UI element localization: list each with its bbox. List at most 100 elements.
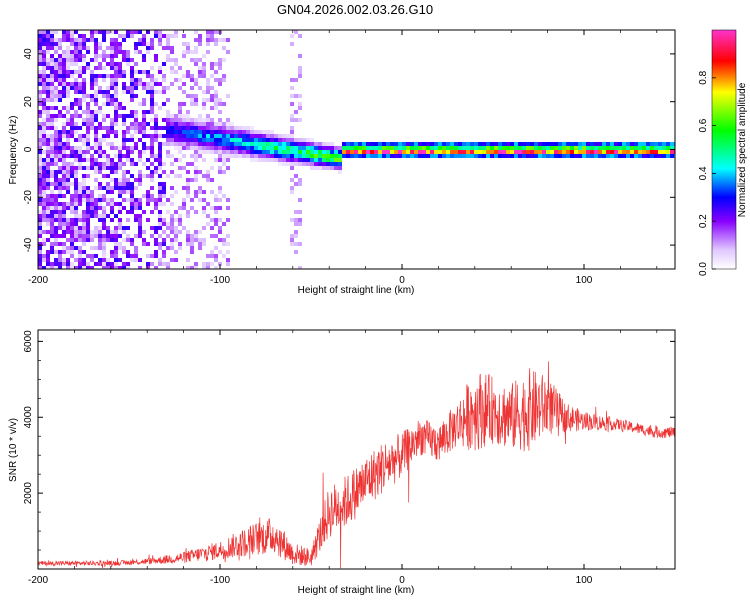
spectrogram-cell xyxy=(218,82,222,86)
spectrogram-cell xyxy=(114,266,118,269)
spectrogram-cell xyxy=(386,154,390,158)
spectrogram-cell xyxy=(46,166,50,170)
spectrogram-cell xyxy=(158,150,162,154)
spectrogram-cell xyxy=(122,114,126,118)
spectrogram-cell xyxy=(194,166,198,170)
spectrogram-cell xyxy=(514,150,518,154)
spectrogram-cell xyxy=(194,122,198,126)
spectrogram-cell xyxy=(58,78,62,82)
spectrogram-cell xyxy=(158,258,162,262)
spectrogram-cell xyxy=(190,122,194,126)
spectrogram-cell xyxy=(466,154,470,158)
spectrogram-cell xyxy=(66,202,70,206)
spectrogram-cell xyxy=(78,214,82,218)
spectrogram-cell xyxy=(94,150,98,154)
spectrogram-cell xyxy=(250,150,254,154)
spectrogram-cell xyxy=(214,126,218,130)
spectrogram-cell xyxy=(66,262,70,266)
spectrogram-cell xyxy=(154,54,158,58)
spectrogram-cell xyxy=(94,42,98,46)
spectrogram-cell xyxy=(70,114,74,118)
spectrogram-cell xyxy=(158,202,162,206)
spectrogram-cell xyxy=(150,46,154,50)
spectrogram-cell xyxy=(70,74,74,78)
spectrogram-cell xyxy=(238,130,242,134)
snr-y-tick-label: 4000 xyxy=(23,406,34,429)
spectrogram-cell xyxy=(70,150,74,154)
spectrogram-cell xyxy=(54,206,58,210)
spectrogram-cell xyxy=(70,250,74,254)
spectrogram-cell xyxy=(66,58,70,62)
spectrogram-cell xyxy=(242,126,246,130)
spectrogram-cell xyxy=(66,238,70,242)
spectrogram-cell xyxy=(142,114,146,118)
spectrogram-cell xyxy=(166,118,170,122)
spectrogram-cell xyxy=(134,250,138,254)
spectrogram-cell xyxy=(322,146,326,150)
spectrogram-cell xyxy=(130,210,134,214)
spectrogram-cell xyxy=(66,30,70,34)
snr-x-tick-label: 100 xyxy=(576,575,593,586)
spectrogram-cell xyxy=(170,138,174,142)
spectrogram-cell xyxy=(162,46,166,50)
spectrogram-cell xyxy=(170,246,174,250)
spectrogram-cell xyxy=(638,142,642,146)
spectrogram-cell xyxy=(110,94,114,98)
spectrogram-cell xyxy=(366,142,370,146)
spectrogram-cell xyxy=(374,150,378,154)
spectrogram-cell xyxy=(126,50,130,54)
spectrogram-cell xyxy=(162,186,166,190)
spectrogram-cell xyxy=(114,82,118,86)
spectrogram-cell xyxy=(598,142,602,146)
spectrogram-cell xyxy=(174,134,178,138)
spectrogram-cell xyxy=(110,30,114,34)
spectrogram-cell xyxy=(174,142,178,146)
spectrogram-cell xyxy=(146,122,150,126)
spectrogram-cell xyxy=(54,242,58,246)
spectrogram-cell xyxy=(130,146,134,150)
spectrogram-cell xyxy=(62,74,66,78)
spectrogram-cell xyxy=(54,214,58,218)
spectrogram-cell xyxy=(50,202,54,206)
spectrogram-cell xyxy=(138,182,142,186)
spectrogram-cell xyxy=(242,154,246,158)
spectrogram-cell xyxy=(38,34,42,38)
spectrogram-cell xyxy=(294,142,298,146)
spectrogram-cell xyxy=(154,118,158,122)
spectrogram-cell xyxy=(62,174,66,178)
spectrogram-cell xyxy=(50,42,54,46)
spectrogram-cell xyxy=(110,98,114,102)
spectrogram-cell xyxy=(206,50,210,54)
spectrogram-cell xyxy=(406,154,410,158)
spectrogram-cell xyxy=(326,158,330,162)
spectrogram-cell xyxy=(338,166,342,170)
spectrogram-cell xyxy=(90,98,94,102)
spectrogram-cell xyxy=(58,250,62,254)
spectrogram-cell xyxy=(182,138,186,142)
spectrogram-cell xyxy=(202,134,206,138)
spectrogram-cell xyxy=(438,150,442,154)
spectrogram-cell xyxy=(42,230,46,234)
spectrogram-cell xyxy=(42,42,46,46)
spectrogram-cell xyxy=(74,158,78,162)
spectrogram-cell xyxy=(322,150,326,154)
spectrogram-cell xyxy=(286,154,290,158)
spectrogram-cell xyxy=(194,82,198,86)
spectrogram-cell xyxy=(54,114,58,118)
spectrogram-cell xyxy=(142,210,146,214)
spectrogram-cell xyxy=(70,130,74,134)
spectrogram-cell xyxy=(122,206,126,210)
spectrogram-cell xyxy=(142,86,146,90)
spectrogram-cell xyxy=(150,254,154,258)
spectrogram-cell xyxy=(114,122,118,126)
spectrogram-cell xyxy=(158,66,162,70)
spectrogram-cell xyxy=(182,142,186,146)
spectrogram-cell xyxy=(70,154,74,158)
spectrogram-cell xyxy=(170,238,174,242)
spectrogram-cell xyxy=(106,258,110,262)
spectrogram-cell xyxy=(154,82,158,86)
spectrogram-cell xyxy=(290,102,294,106)
spectrogram-cell xyxy=(178,146,182,150)
spectrogram-cell xyxy=(294,218,298,222)
spectrogram-cell xyxy=(662,154,666,158)
